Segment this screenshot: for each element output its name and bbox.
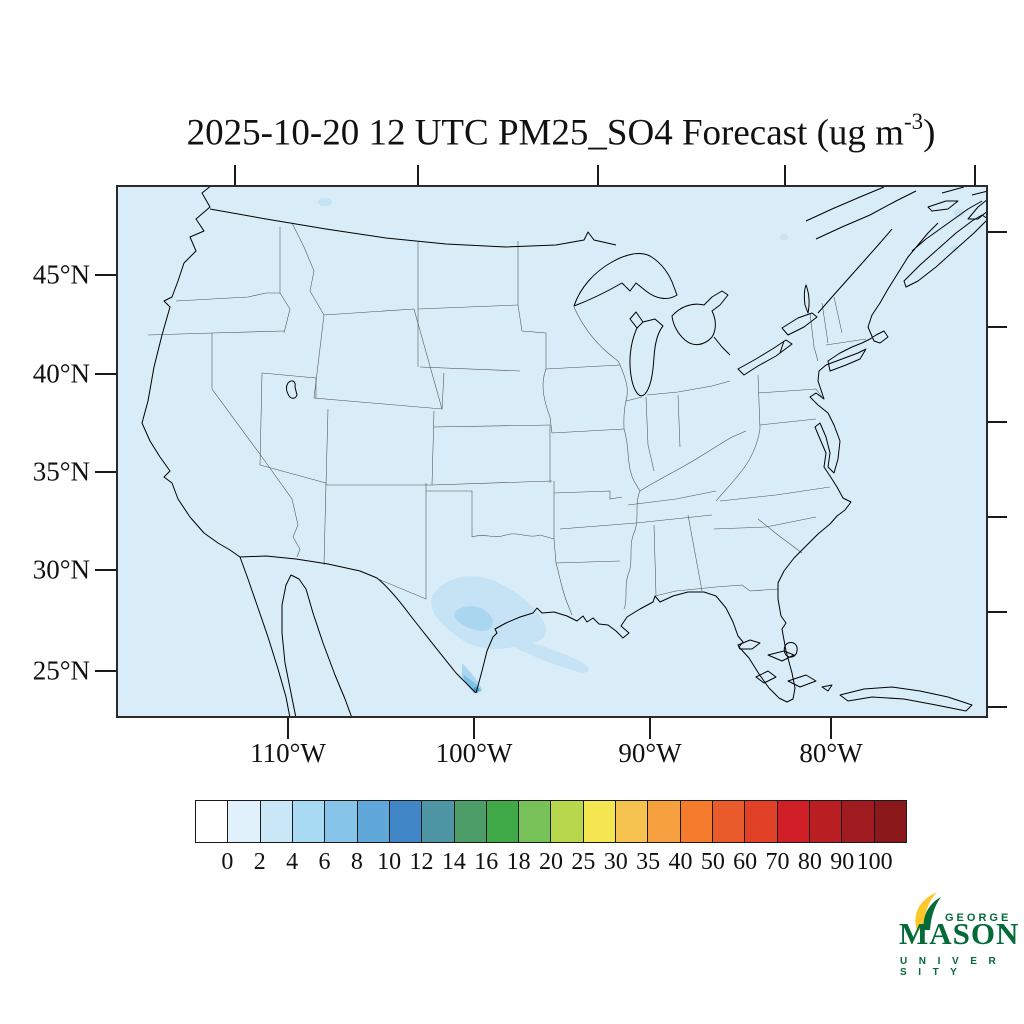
colorbar-tick-label: 80 [797, 849, 822, 875]
lat-axis-label: 40°N [32, 358, 90, 389]
colorbar-tick-label: 20 [539, 849, 563, 875]
colorbar-cell [486, 801, 520, 842]
colorbar-tick-label: 18 [506, 849, 531, 875]
colorbar-cell [713, 801, 746, 842]
colorbar-cell [260, 801, 293, 842]
top-tick [234, 165, 236, 185]
right-tick [988, 611, 1007, 613]
lon-axis-label: 100°W [435, 738, 513, 768]
colorbar-tick-label: 60 [733, 849, 758, 875]
colorbar-labels: 0 2 4 6 8 10 12 14 16 18 20 25 30 35 40 50 60 70 80 90 100 [195, 849, 907, 877]
colorbar-cell [745, 801, 778, 842]
colorbar-cell [680, 801, 713, 842]
colorbar-cell [551, 801, 584, 842]
colorbar-tick-label: 30 [603, 849, 628, 875]
colorbar-cell [292, 801, 326, 842]
colorbar-tick-label: 25 [571, 849, 596, 875]
colorbar-tick-label: 12 [409, 849, 434, 875]
lat-axis-label: 35°N [32, 456, 90, 487]
state-borders [147, 222, 867, 616]
colorbar-cell [777, 801, 810, 842]
colorbar-cell [228, 801, 261, 842]
colorbar-cell [648, 801, 681, 842]
lat-tick [95, 471, 116, 473]
lat-axis-label: 25°N [32, 655, 90, 686]
sulfate-plume-light [318, 198, 964, 673]
colorbar-cell [454, 801, 487, 842]
map-background [116, 185, 988, 718]
top-tick [974, 165, 976, 185]
top-tick [417, 165, 419, 185]
right-tick [988, 516, 1007, 518]
lon-tick [649, 718, 651, 739]
lon-tick [830, 718, 832, 739]
colorbar-tick-label: 4 [286, 849, 299, 875]
colorbar-cell [616, 801, 649, 842]
lat-tick [95, 274, 116, 276]
lat-tick [95, 373, 116, 375]
colorbar-tick-label: 6 [318, 849, 331, 875]
lat-axis-label: 45°N [32, 259, 90, 290]
top-tick [784, 165, 786, 185]
lat-axis-label: 30°N [32, 554, 90, 585]
colorbar-cell [583, 801, 617, 842]
gmu-logo: GEORGE MASON U N I V E R S I T Y [893, 892, 1018, 980]
colorbar-tick-label: 90 [830, 849, 855, 875]
lon-axis-label: 80°W [799, 738, 863, 768]
colorbar-cell [874, 801, 906, 842]
lon-axis-label: 90°W [618, 738, 682, 768]
colorbar-cell [519, 801, 552, 842]
plot-title-suffix: ) [923, 112, 936, 154]
lat-tick [95, 670, 116, 672]
gmu-logo-george: GEORGE [945, 912, 1012, 924]
colorbar-tick-label: 70 [765, 849, 790, 875]
colorbar-tick-label: 100 [856, 849, 893, 875]
colorbar-tick-label: 14 [441, 849, 466, 875]
map-frame-border [116, 185, 988, 718]
right-tick [988, 706, 1007, 708]
plot-title-exponent: -3 [903, 109, 924, 134]
right-tick [988, 421, 1007, 423]
right-tick [988, 231, 1007, 233]
colorbar-cell [842, 801, 875, 842]
lon-tick [473, 718, 475, 739]
gmu-logo-university: U N I V E R S I T Y [900, 956, 1001, 978]
top-tick [597, 165, 599, 185]
coastlines [141, 185, 988, 718]
colorbar-cell [357, 801, 390, 842]
colorbar-cell [196, 801, 229, 842]
colorbar-cell [325, 801, 358, 842]
colorbar [195, 800, 907, 843]
lon-tick [287, 718, 289, 739]
colorbar-tick-label: 2 [253, 849, 266, 875]
map-panel [116, 185, 988, 718]
right-tick [988, 326, 1007, 328]
colorbar-tick-label: 10 [377, 849, 402, 875]
colorbar-cell [809, 801, 843, 842]
colorbar-cell [422, 801, 455, 842]
lat-tick [95, 569, 116, 571]
colorbar-tick-label: 0 [221, 849, 234, 875]
colorbar-cell [389, 801, 423, 842]
colorbar-tick-label: 16 [474, 849, 499, 875]
plot-title: 2025-10-20 12 UTC PM25_SO4 Forecast (ug … [186, 109, 936, 154]
forecast-map [116, 185, 988, 718]
plot-title-text: 2025-10-20 12 UTC PM25_SO4 Forecast (ug … [186, 112, 904, 154]
gmu-flame-icon [915, 892, 941, 930]
colorbar-tick-label: 50 [700, 849, 725, 875]
colorbar-tick-label: 35 [636, 849, 661, 875]
gmu-logo-mason: MASON [899, 916, 1020, 951]
colorbar-tick-label: 8 [350, 849, 363, 875]
lon-axis-label: 110°W [250, 738, 326, 768]
colorbar-tick-label: 40 [668, 849, 693, 875]
